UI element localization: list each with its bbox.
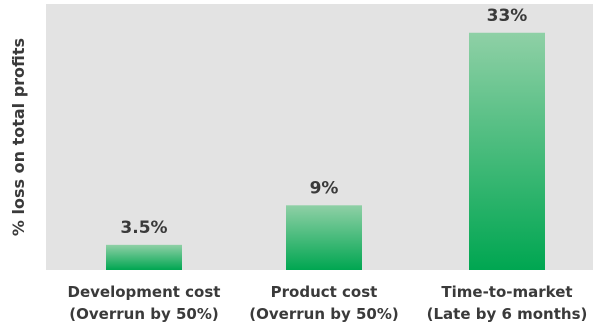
category-label-1-line-2: (Overrun by 50%) [69,305,218,323]
category-label-3-line-1: Time-to-market [441,283,572,301]
bar-2 [286,205,362,270]
bar-value-label-3: 33% [487,6,528,26]
y-axis-label: % loss on total profits [9,38,28,236]
bar-value-label-2: 9% [310,178,339,198]
bar-value-label-1: 3.5% [120,218,167,238]
bar-3 [469,32,545,270]
category-label-2-line-1: Product cost [271,283,378,301]
bar-1 [106,244,182,270]
category-label-2-line-2: (Overrun by 50%) [249,305,398,323]
category-label-3-line-2: (Late by 6 months) [427,305,588,323]
category-label-1-line-1: Development cost [68,283,221,301]
